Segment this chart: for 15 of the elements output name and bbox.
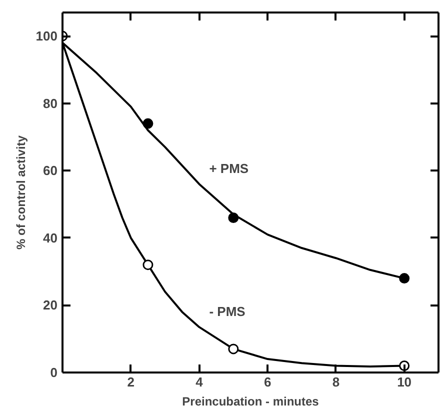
- x-tick-label: 2: [127, 374, 134, 390]
- x-tick-label: 4: [196, 374, 204, 390]
- y-tick-label: 20: [43, 298, 58, 313]
- y-tick-label: 0: [50, 365, 58, 380]
- series-label: - PMS: [209, 304, 246, 320]
- series-label: + PMS: [209, 161, 249, 176]
- x-tick-label: 10: [397, 374, 412, 390]
- x-tick-label: 8: [332, 374, 340, 390]
- y-tick-label: 60: [43, 163, 58, 178]
- y-tick-label: 100: [36, 28, 58, 44]
- x-tick-label: 6: [264, 374, 272, 390]
- y-tick-label: 40: [43, 230, 58, 246]
- y-axis-title: % of control activity: [14, 135, 28, 250]
- x-axis-title: Preincubation - minutes: [182, 394, 320, 408]
- y-tick-label: 80: [43, 96, 58, 111]
